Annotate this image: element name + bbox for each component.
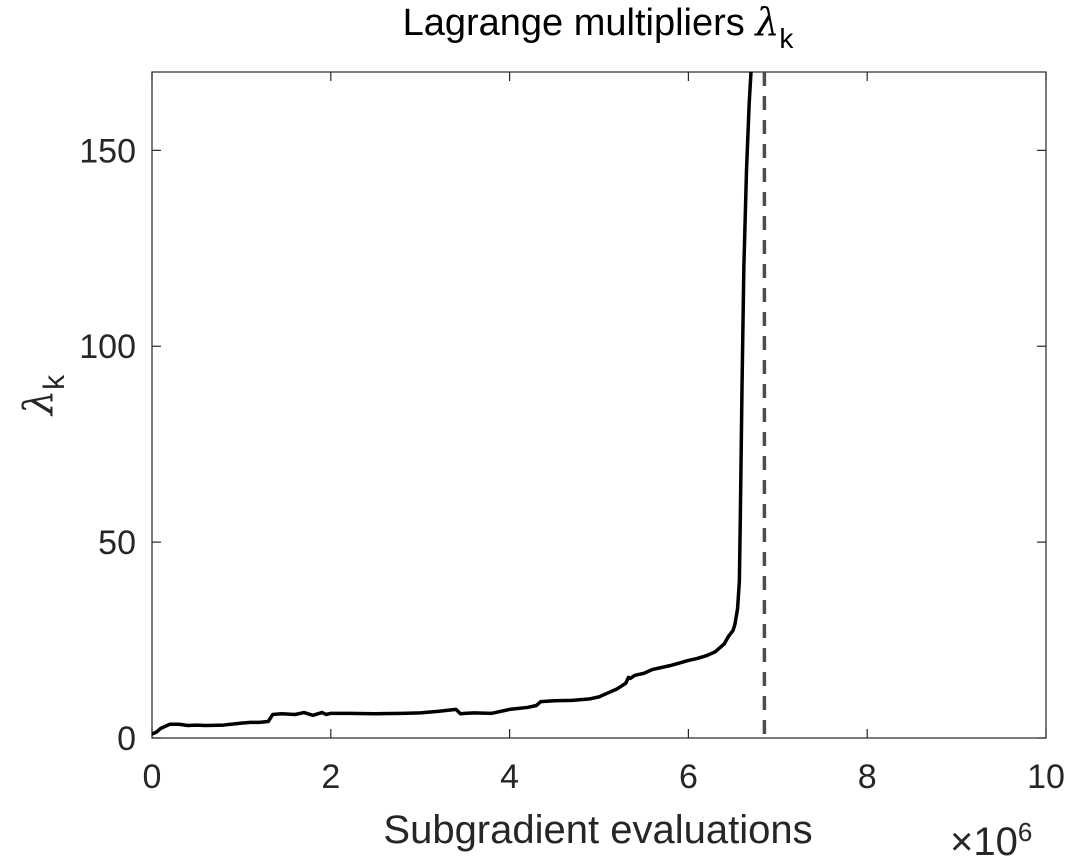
x-tick-label: 0 xyxy=(143,758,162,796)
y-tick-labels: 0 50 100 150 xyxy=(79,132,136,758)
y-tick-label: 150 xyxy=(79,132,136,170)
y-tick-label: 0 xyxy=(117,720,136,758)
chart-title: Lagrange multipliers λk xyxy=(403,0,795,54)
x-tick-label: 2 xyxy=(321,758,340,796)
x-tick-label: 4 xyxy=(500,758,519,796)
y-tick-label: 50 xyxy=(98,524,136,562)
x-tick-label: 8 xyxy=(858,758,877,796)
y-tick-label: 100 xyxy=(79,328,136,366)
axes-box xyxy=(151,71,1047,739)
x-axis-label: Subgradient evaluations xyxy=(383,808,812,852)
x-tick-label: 10 xyxy=(1027,758,1065,796)
y-axis-label: λk xyxy=(16,374,71,417)
x-axis-exponent: ×106 xyxy=(950,817,1032,857)
x-tick-labels: 0 2 4 6 8 10 xyxy=(143,758,1065,796)
svg-text:λk: λk xyxy=(16,374,71,417)
series-layer xyxy=(152,72,753,736)
x-tick-label: 6 xyxy=(679,758,698,796)
series-line-0 xyxy=(152,72,753,736)
plot-area xyxy=(151,71,1047,739)
